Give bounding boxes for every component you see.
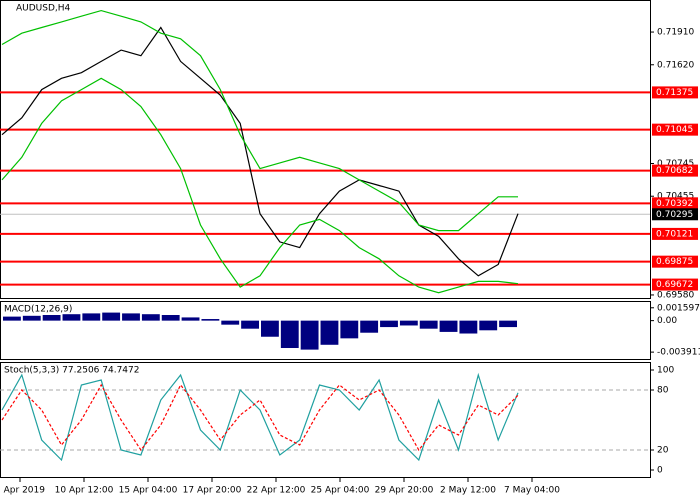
main-panel <box>0 0 651 299</box>
macd-bar <box>141 314 160 321</box>
stoch-title: Stoch(5,3,3) 77.2506 74.7472 <box>4 366 139 376</box>
macd-bar <box>399 320 418 326</box>
x-tick-label: 17 Apr 20:00 <box>183 486 242 496</box>
y-tick-label: 0.70455 <box>657 192 694 202</box>
level-label: 0.70392 <box>656 199 693 209</box>
macd-bar <box>419 320 438 329</box>
price-line <box>1 26 519 277</box>
level-label: 0.69875 <box>656 257 693 267</box>
macd-bar <box>360 320 379 333</box>
x-tick-label: 5 Apr 2019 <box>0 486 45 496</box>
x-tick-label: 29 Apr 20:00 <box>375 486 434 496</box>
level-label: 0.71375 <box>656 88 693 98</box>
level-label-bg <box>652 197 698 210</box>
x-tick-label: 25 Apr 04:00 <box>311 486 370 496</box>
level-label-bg <box>652 164 698 177</box>
y-tick-label: 0.70745 <box>657 159 694 169</box>
x-tick-label: 15 Apr 04:00 <box>119 486 178 496</box>
macd-bar <box>479 320 498 331</box>
macd-bar <box>42 315 61 321</box>
y-tick-label: 80 <box>657 386 669 396</box>
level-label: 0.70121 <box>656 229 693 239</box>
macd-bar <box>380 320 398 328</box>
current-price-label: 0.70295 <box>656 210 693 220</box>
x-tick-label: 7 May 04:00 <box>504 486 560 496</box>
macd-bar <box>22 315 41 321</box>
level-label-bg <box>652 255 698 268</box>
macd-bar <box>102 312 121 321</box>
macd-bar <box>221 320 240 325</box>
y-tick-label: 100 <box>657 366 674 376</box>
stoch-line <box>1 372 519 462</box>
macd-bar <box>280 320 299 349</box>
macd-title: MACD(12,26,9) <box>4 305 72 315</box>
stoch-panel <box>0 362 651 478</box>
level-label: 0.70682 <box>656 166 693 176</box>
x-tick-label: 2 May 12:00 <box>440 486 496 496</box>
x-tick-label: 10 Apr 12:00 <box>55 486 114 496</box>
macd-bar <box>439 320 458 332</box>
x-tick-label: 22 Apr 12:00 <box>247 486 306 496</box>
macd-bar <box>201 319 220 321</box>
y-tick-label: -0.003911 <box>657 348 700 358</box>
macd-bar <box>459 320 478 334</box>
macd-bar <box>300 320 319 350</box>
macd-bar <box>261 320 279 337</box>
price-line <box>1 77 519 294</box>
y-tick-label: 0.001597 <box>657 303 700 313</box>
y-tick-label: 0 <box>657 466 663 476</box>
y-tick-label: 20 <box>657 446 669 456</box>
macd-panel <box>0 301 651 360</box>
y-tick-label: 0.69580 <box>657 290 694 300</box>
level-label: 0.71045 <box>656 125 693 135</box>
macd-bar <box>122 313 140 321</box>
chart-title: AUDUSD,H4 <box>16 4 71 14</box>
price-line <box>1 9 518 232</box>
macd-bar <box>82 313 101 321</box>
level-label-bg <box>652 278 698 291</box>
current-price-bg <box>652 208 698 221</box>
macd-bar <box>161 315 180 321</box>
macd-bar <box>62 314 81 321</box>
macd-bar <box>499 320 517 328</box>
level-label: 0.69672 <box>656 280 693 290</box>
y-tick-label: 0.71620 <box>657 60 694 70</box>
level-label-bg <box>652 227 698 240</box>
macd-bar <box>320 320 339 345</box>
macd-bar <box>241 320 259 329</box>
level-label-bg <box>652 123 698 136</box>
y-tick-label: 0.71910 <box>657 28 694 38</box>
macd-bar <box>340 320 359 339</box>
macd-bar <box>3 316 21 321</box>
macd-bar <box>181 317 200 321</box>
y-tick-label: 0.00 <box>657 316 677 326</box>
level-label-bg <box>652 86 698 99</box>
